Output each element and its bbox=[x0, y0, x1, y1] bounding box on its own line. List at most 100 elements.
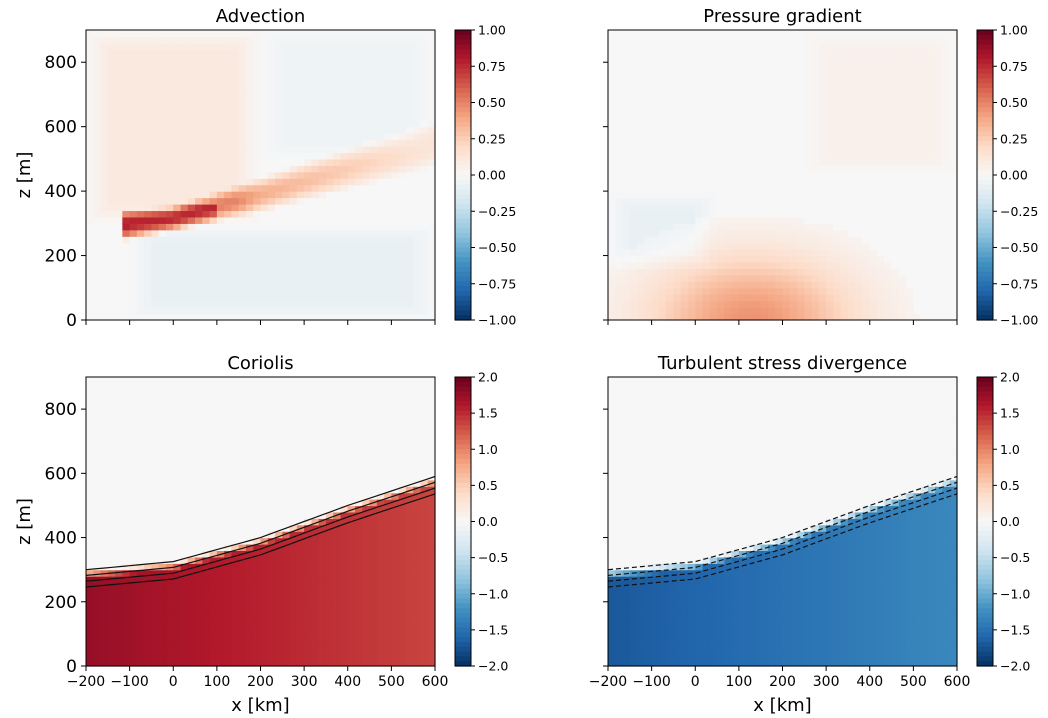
heatmap-cell bbox=[869, 88, 878, 96]
heatmap-cell bbox=[398, 88, 407, 96]
heatmap-cell bbox=[311, 49, 320, 57]
heatmap-cell bbox=[427, 184, 436, 192]
heatmap-cell bbox=[158, 81, 167, 89]
heatmap-cell bbox=[304, 36, 312, 44]
heatmap-cell bbox=[340, 262, 349, 270]
heatmap-cell bbox=[746, 42, 755, 50]
heatmap-cell bbox=[325, 229, 334, 237]
heatmap-cell bbox=[804, 158, 813, 166]
heatmap-cell bbox=[107, 473, 116, 481]
heatmap-cell bbox=[949, 184, 958, 192]
heatmap-cell bbox=[405, 36, 414, 44]
heatmap-cell bbox=[136, 81, 145, 89]
heatmap-cell bbox=[100, 68, 109, 76]
colorbar-segment bbox=[977, 204, 993, 210]
heatmap-cell bbox=[811, 49, 820, 57]
heatmap-cell bbox=[840, 49, 849, 57]
heatmap-cell bbox=[93, 262, 102, 270]
heatmap-cell bbox=[644, 146, 653, 154]
heatmap-cell bbox=[224, 262, 233, 270]
heatmap-cell bbox=[311, 262, 320, 270]
heatmap-cell bbox=[216, 294, 225, 302]
heatmap-cell bbox=[384, 281, 392, 289]
heatmap-cell bbox=[355, 223, 363, 231]
heatmap-cell bbox=[86, 139, 94, 147]
heatmap-cell bbox=[245, 216, 254, 224]
heatmap-cell bbox=[100, 460, 109, 468]
heatmap-cell bbox=[369, 184, 378, 192]
heatmap-cell bbox=[136, 505, 145, 513]
heatmap-cell bbox=[318, 307, 327, 315]
heatmap-cell bbox=[782, 100, 791, 108]
heatmap-cell bbox=[877, 88, 885, 96]
heatmap-cell bbox=[355, 197, 363, 205]
heatmap-cell bbox=[782, 294, 791, 302]
heatmap-cell bbox=[253, 139, 262, 147]
heatmap-cell bbox=[122, 582, 131, 590]
heatmap-cell bbox=[122, 627, 131, 635]
heatmap-cell bbox=[709, 281, 718, 289]
heatmap-cell bbox=[260, 126, 269, 134]
heatmap-cell bbox=[767, 133, 776, 141]
heatmap-cell bbox=[347, 274, 356, 282]
heatmap-cell bbox=[231, 165, 240, 173]
heatmap-cell bbox=[398, 268, 407, 276]
heatmap-cell bbox=[86, 191, 94, 199]
heatmap-cell bbox=[231, 62, 240, 70]
heatmap-cell bbox=[253, 204, 262, 212]
heatmap-cell bbox=[144, 75, 153, 83]
heatmap-cell bbox=[369, 307, 378, 315]
heatmap-cell bbox=[376, 94, 385, 102]
heatmap-cell bbox=[906, 75, 914, 83]
heatmap-cell bbox=[158, 68, 167, 76]
heatmap-cell bbox=[216, 49, 225, 57]
heatmap-cell bbox=[811, 152, 820, 160]
heatmap-cell bbox=[884, 88, 893, 96]
heatmap-cell bbox=[862, 287, 871, 295]
heatmap-cell bbox=[202, 294, 211, 302]
heatmap-cell bbox=[405, 152, 414, 160]
heatmap-cell bbox=[760, 42, 769, 50]
colorbar-tick-label: 0.25 bbox=[1000, 131, 1028, 146]
heatmap-cell bbox=[615, 158, 624, 166]
heatmap-cell bbox=[231, 133, 240, 141]
heatmap-cell bbox=[717, 178, 725, 186]
heatmap-cell bbox=[804, 255, 813, 263]
heatmap-cell bbox=[282, 30, 291, 38]
heatmap-field bbox=[608, 30, 958, 321]
heatmap-cell bbox=[413, 88, 422, 96]
heatmap-cell bbox=[187, 100, 196, 108]
heatmap-cell bbox=[224, 55, 233, 63]
heatmap-cell bbox=[906, 55, 914, 63]
heatmap-cell bbox=[86, 287, 94, 295]
heatmap-cell bbox=[942, 81, 951, 89]
heatmap-cell bbox=[376, 165, 385, 173]
heatmap-cell bbox=[746, 171, 755, 179]
heatmap-cell bbox=[173, 204, 182, 212]
heatmap-cell bbox=[753, 268, 762, 276]
heatmap-cell bbox=[93, 511, 102, 519]
heatmap-cell bbox=[289, 107, 298, 115]
heatmap-cell bbox=[245, 113, 254, 121]
heatmap-cell bbox=[702, 113, 711, 121]
heatmap-cell bbox=[347, 62, 356, 70]
heatmap-cell bbox=[238, 236, 247, 244]
heatmap-cell bbox=[767, 313, 776, 321]
heatmap-cell bbox=[93, 249, 102, 257]
heatmap-cell bbox=[884, 242, 893, 250]
heatmap-cell bbox=[318, 178, 327, 186]
heatmap-cell bbox=[275, 197, 283, 205]
heatmap-cell bbox=[920, 146, 929, 154]
heatmap-cell bbox=[717, 113, 725, 121]
heatmap-cell bbox=[898, 55, 907, 63]
heatmap-cell bbox=[782, 94, 791, 102]
heatmap-cell bbox=[180, 94, 189, 102]
heatmap-cell bbox=[405, 204, 414, 212]
heatmap-cell bbox=[253, 100, 262, 108]
heatmap-cell bbox=[144, 659, 153, 667]
heatmap-cell bbox=[949, 236, 958, 244]
heatmap-cell bbox=[180, 236, 189, 244]
heatmap-cell bbox=[420, 249, 429, 257]
heatmap-cell bbox=[833, 216, 842, 224]
heatmap-cell bbox=[738, 178, 747, 186]
